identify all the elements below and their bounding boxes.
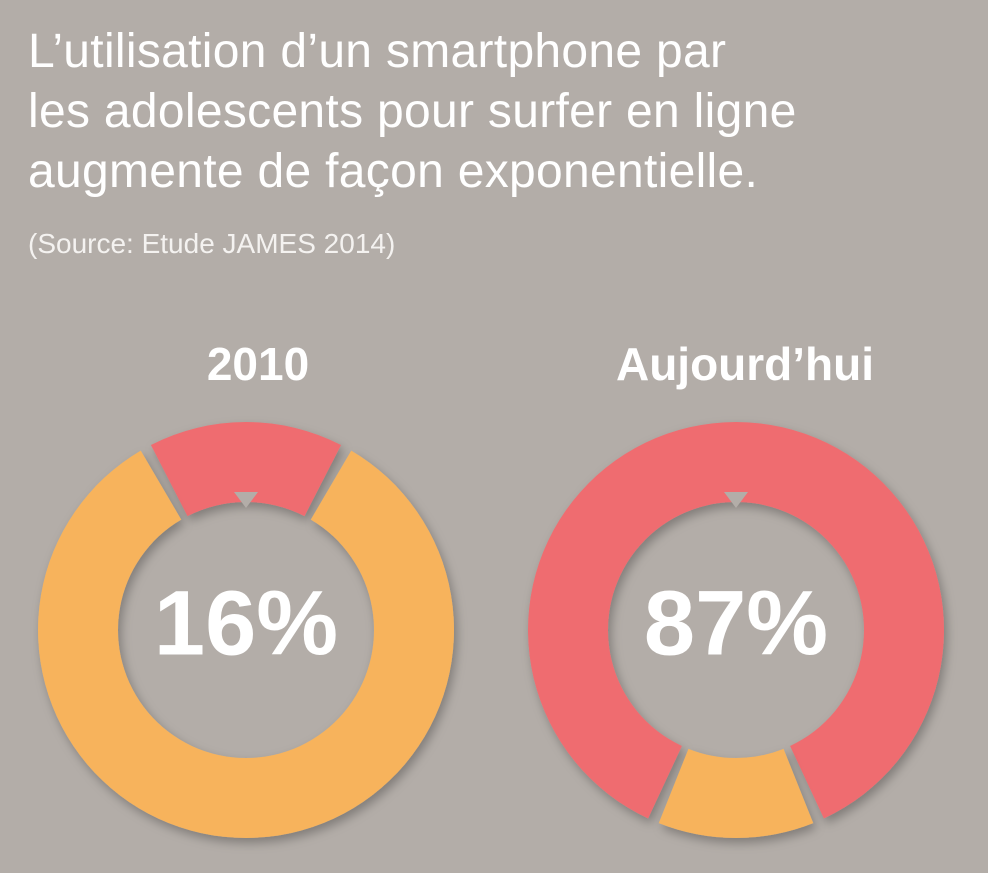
center-label-2010: 16% — [154, 572, 338, 674]
title-line-3: augmente de façon exponentielle. — [28, 145, 759, 198]
donut-pointer-2010 — [234, 492, 258, 508]
infographic-title: L’utilisation d’un smartphone par les ad… — [28, 22, 978, 202]
donut-slice-2010-2 — [38, 450, 455, 839]
title-line-1: L’utilisation d’un smartphone par — [28, 25, 727, 78]
donut-chart-2010 — [38, 422, 455, 839]
donut-pointer-today — [724, 492, 748, 508]
donut-chart-today — [528, 422, 944, 838]
donut-slice-2010-1 — [150, 422, 342, 517]
center-label-today: 87% — [644, 572, 828, 674]
title-line-2: les adolescents pour surfer en ligne — [28, 85, 797, 138]
source-note: (Source: Etude JAMES 2014) — [28, 228, 396, 259]
chart-today-title: Aujourd’hui — [615, 338, 875, 390]
donut-slice-today-2 — [658, 748, 814, 838]
chart-2010-title: 2010 — [206, 338, 310, 390]
donut-slice-today-1 — [528, 422, 944, 819]
